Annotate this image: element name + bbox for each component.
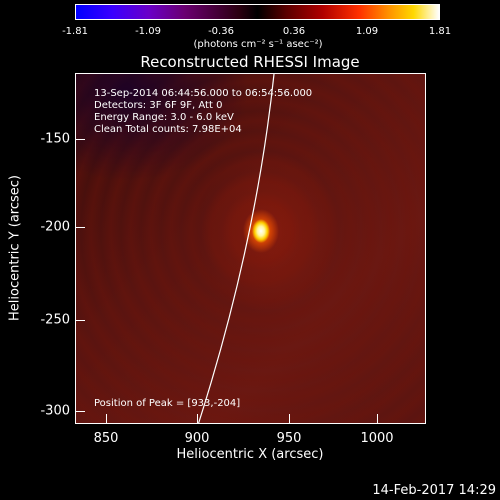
x-tick-mark [377,414,378,424]
x-tick-mark [106,414,107,424]
colorbar [75,4,440,20]
solar-limb-line [198,74,275,423]
x-tick-label: 1000 [360,431,394,446]
y-tick-mark [75,320,85,321]
colorbar-tick: -1.09 [135,26,161,37]
y-tick-label: -200 [40,219,70,235]
y-tick-label: -150 [40,131,70,147]
x-tick-mark [197,414,198,424]
colorbar-tick: 1.09 [355,26,379,37]
y-tick-mark [75,411,85,412]
y-tick-mark [75,227,85,228]
info-detectors: Detectors: 3F 6F 9F, Att 0 [94,100,223,111]
y-axis-label: Heliocentric Y (arcsec) [7,175,23,321]
image-title: Reconstructed RHESSI Image [140,53,360,71]
rhessi-image: 13-Sep-2014 06:44:56.000 to 06:54:56.000… [75,73,426,424]
x-tick-label: 950 [276,431,302,446]
colorbar-tick: 0.36 [282,26,306,37]
y-tick-label: -250 [40,312,70,328]
x-tick-label: 850 [93,431,119,446]
info-time-range: 13-Sep-2014 06:44:56.000 to 06:54:56.000 [94,88,313,99]
y-tick-mark [75,139,85,140]
x-tick-label: 900 [184,431,210,446]
date-stamp: 14-Feb-2017 14:29 [372,483,496,498]
x-tick-mark [289,414,290,424]
y-tick-label: -300 [40,403,70,419]
peak-position: Position of Peak = [933,-204] [94,398,241,409]
colorbar-tick: 1.81 [428,26,452,37]
colorbar-unit: (photons cm⁻² s⁻¹ asec⁻²) [193,39,323,50]
x-axis-label: Heliocentric X (arcsec) [176,447,324,462]
info-method: Clean Total counts: 7.98E+04 [94,124,242,135]
colorbar-tick: -1.81 [62,26,88,37]
info-energy: Energy Range: 3.0 - 6.0 keV [94,112,234,123]
colorbar-tick: -0.36 [208,26,234,37]
solar-limb-overlay [198,74,275,423]
